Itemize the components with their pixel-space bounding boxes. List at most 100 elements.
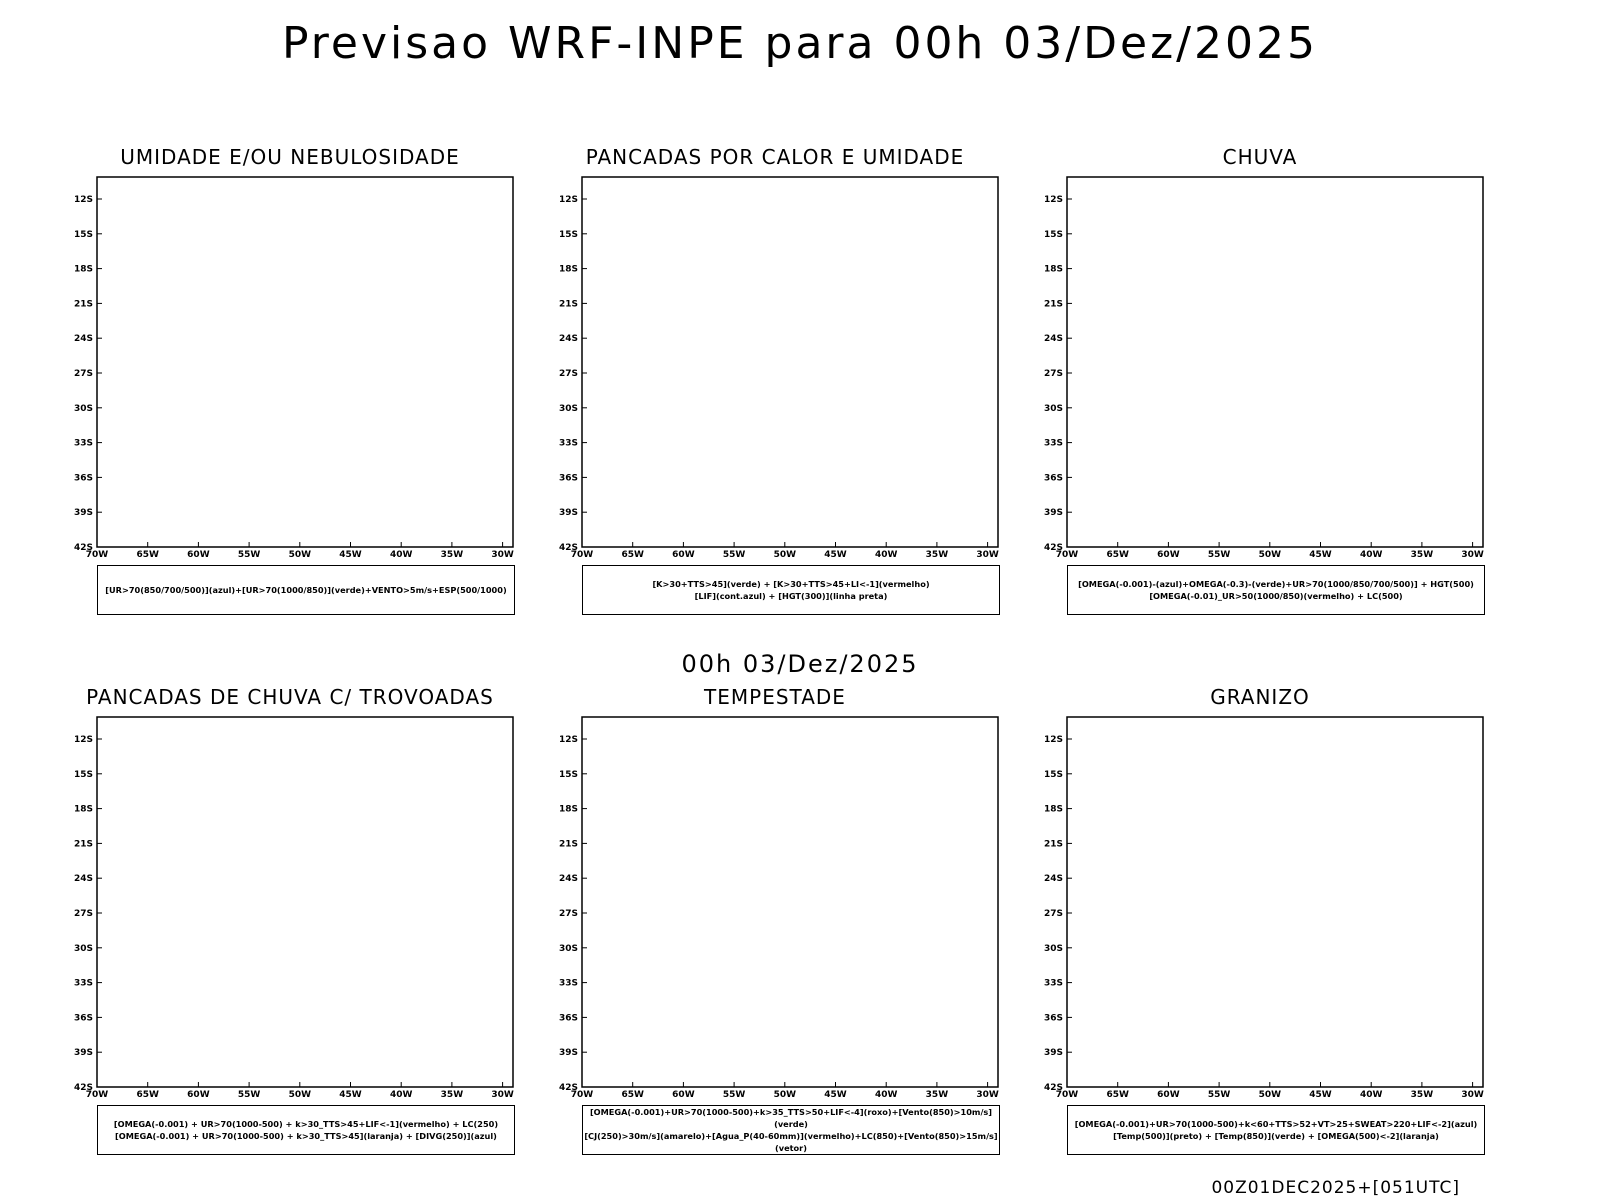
lon-label: 65W bbox=[621, 1090, 644, 1100]
legend-line: [OMEGA(-0.001)-(azul)+OMEGA(-0.3)-(verde… bbox=[1078, 579, 1474, 589]
panel-granizo: GRANIZO -15-18151212S15S18S21S24S27S30S3… bbox=[1020, 685, 1500, 1165]
lat-label: 42S bbox=[1044, 543, 1063, 553]
lat-label: 24S bbox=[559, 334, 578, 344]
lon-label: 45W bbox=[339, 550, 362, 560]
lon-label: 65W bbox=[621, 550, 644, 560]
lat-label: 12S bbox=[74, 735, 93, 745]
legend-line: [OMEGA(-0.001) + UR>70(1000-500) + k>30_… bbox=[113, 1119, 499, 1129]
panel-legend: [OMEGA(-0.001) + UR>70(1000-500) + k>30_… bbox=[97, 1105, 515, 1155]
lat-label: 24S bbox=[1044, 334, 1063, 344]
lat-label: 18S bbox=[74, 265, 93, 275]
lon-label: 60W bbox=[1157, 550, 1180, 560]
lat-label: 24S bbox=[74, 334, 93, 344]
lat-label: 36S bbox=[559, 473, 578, 483]
lon-label: 60W bbox=[1157, 1090, 1180, 1100]
legend-line: [OMEGA(-0.001)+UR>70(1000-500)+k<60+TTS>… bbox=[1074, 1119, 1478, 1129]
lon-label: 55W bbox=[1208, 550, 1231, 560]
legend-line: [LIF](cont.azul) + [HGT(300)](linha pret… bbox=[694, 591, 888, 601]
lat-label: 21S bbox=[74, 839, 93, 849]
map-pancadas-calor: 96009520944093609280920012S15S18S21S24S2… bbox=[559, 176, 999, 560]
lon-label: 70W bbox=[571, 550, 594, 560]
lat-label: 21S bbox=[1044, 299, 1063, 309]
panel-legend: [K>30+TTS>45](verde) + [K>30+TTS>45+LI<-… bbox=[582, 565, 1000, 615]
lat-label: 18S bbox=[74, 805, 93, 815]
lat-label: 18S bbox=[559, 805, 578, 815]
lon-label: 65W bbox=[136, 550, 159, 560]
lat-label: 30S bbox=[559, 944, 578, 954]
lat-label: 30S bbox=[74, 404, 93, 414]
lon-label: 50W bbox=[1259, 1090, 1282, 1100]
lon-label: 55W bbox=[238, 550, 261, 560]
lon-label: 70W bbox=[1056, 550, 1079, 560]
lat-label: 15S bbox=[1044, 230, 1063, 240]
lat-label: 12S bbox=[74, 195, 93, 205]
lat-label: 30S bbox=[1044, 404, 1063, 414]
lat-label: 42S bbox=[74, 543, 93, 553]
lon-label: 60W bbox=[672, 1090, 695, 1100]
lon-label: 55W bbox=[238, 1090, 261, 1100]
lat-label: 15S bbox=[559, 230, 578, 240]
lat-label: 36S bbox=[74, 473, 93, 483]
lon-label: 40W bbox=[390, 1090, 413, 1100]
lat-label: 27S bbox=[74, 369, 93, 379]
lat-label: 21S bbox=[1044, 839, 1063, 849]
lat-label: 21S bbox=[559, 839, 578, 849]
lon-label: 70W bbox=[86, 550, 109, 560]
lat-label: 15S bbox=[559, 770, 578, 780]
lon-label: 35W bbox=[441, 550, 464, 560]
lat-label: 33S bbox=[559, 979, 578, 989]
legend-line: [OMEGA(-0.01)_UR>50(1000/850)(vermelho) … bbox=[1149, 591, 1403, 601]
lat-label: 33S bbox=[559, 439, 578, 449]
lon-label: 50W bbox=[289, 1090, 312, 1100]
lon-label: 30W bbox=[491, 550, 514, 560]
legend-line: [K>30+TTS>45](verde) + [K>30+TTS>45+LI<-… bbox=[652, 579, 930, 589]
lat-label: 18S bbox=[1044, 265, 1063, 275]
lon-label: 65W bbox=[1106, 1090, 1129, 1100]
lon-label: 45W bbox=[824, 1090, 847, 1100]
panel-title: CHUVA bbox=[1222, 145, 1298, 169]
lat-label: 30S bbox=[74, 944, 93, 954]
lon-label: 45W bbox=[824, 550, 847, 560]
lat-label: 42S bbox=[74, 1083, 93, 1093]
lat-label: 27S bbox=[1044, 369, 1063, 379]
page-title: Previsao WRF-INPE para 00h 03/Dez/2025 bbox=[282, 18, 1318, 69]
lon-label: 55W bbox=[723, 1090, 746, 1100]
lon-label: 45W bbox=[1309, 550, 1332, 560]
lat-label: 39S bbox=[74, 508, 93, 518]
lon-label: 60W bbox=[187, 1090, 210, 1100]
valid-time-title: 00h 03/Dez/2025 bbox=[681, 650, 919, 678]
lon-label: 35W bbox=[926, 1090, 949, 1100]
lon-label: 70W bbox=[571, 1090, 594, 1100]
lon-label: 35W bbox=[441, 1090, 464, 1100]
lat-label: 42S bbox=[559, 1083, 578, 1093]
legend-line: [OMEGA(-0.001) + UR>70(1000-500) + k>30_… bbox=[115, 1131, 497, 1141]
lat-label: 39S bbox=[1044, 1048, 1063, 1058]
legend-line: [CJ(250)>30m/s](amarelo)+[Agua_P(40-60mm… bbox=[584, 1131, 998, 1153]
panel-title: PANCADAS DE CHUVA C/ TROVOADAS bbox=[86, 685, 494, 709]
lat-label: 18S bbox=[559, 265, 578, 275]
panel-legend: [OMEGA(-0.001)+UR>70(1000-500)+k<60+TTS>… bbox=[1067, 1105, 1485, 1155]
lat-label: 33S bbox=[74, 979, 93, 989]
lat-label: 24S bbox=[1044, 874, 1063, 884]
panel-trovoadas: PANCADAS DE CHUVA C/ TROVOADAS 12S 15S 18S… bbox=[50, 685, 530, 1165]
lon-label: 30W bbox=[491, 1090, 514, 1100]
lat-label: 21S bbox=[74, 299, 93, 309]
map-chuva: 58257957657356756155812S15S18S21S24S27S3… bbox=[1044, 176, 1484, 560]
lat-label: 24S bbox=[74, 874, 93, 884]
lat-label: 33S bbox=[1044, 979, 1063, 989]
lon-label: 45W bbox=[1309, 1090, 1332, 1100]
map-frame bbox=[581, 716, 999, 1088]
lat-label: 30S bbox=[559, 404, 578, 414]
lat-label: 39S bbox=[1044, 508, 1063, 518]
lon-label: 30W bbox=[976, 550, 999, 560]
lat-label: 36S bbox=[1044, 1013, 1063, 1023]
lat-label: 36S bbox=[1044, 473, 1063, 483]
lon-label: 55W bbox=[723, 550, 746, 560]
panel-pancadas-calor: PANCADAS POR CALOR E UMIDADE 96009520944… bbox=[535, 145, 1015, 625]
lon-label: 50W bbox=[1259, 550, 1282, 560]
lat-label: 42S bbox=[1044, 1083, 1063, 1093]
panel-legend: [OMEGA(-0.001)-(azul)+OMEGA(-0.3)-(verde… bbox=[1067, 565, 1485, 615]
lat-label: 39S bbox=[74, 1048, 93, 1058]
lon-label: 70W bbox=[1056, 1090, 1079, 1100]
lat-label: 12S bbox=[1044, 195, 1063, 205]
